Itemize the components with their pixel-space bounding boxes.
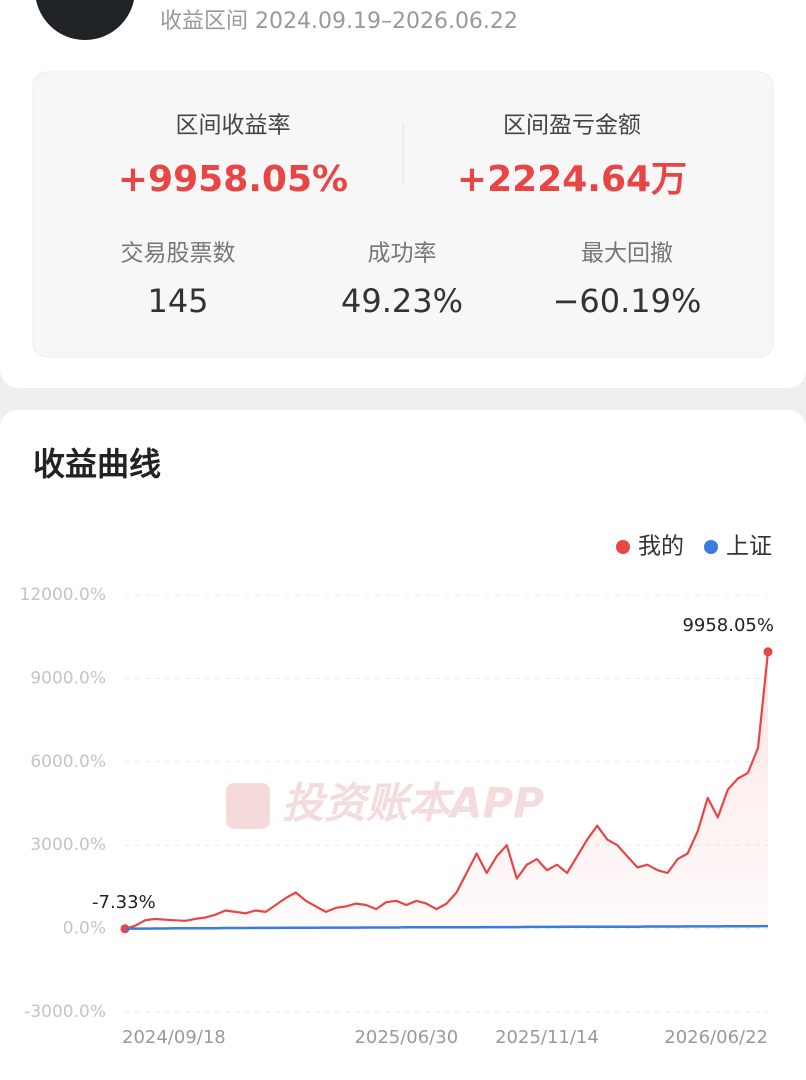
stat-value: −60.19% [553,282,702,320]
stat-value: 145 [147,282,208,320]
y-tick-label: -3000.0% [24,1002,106,1022]
y-tick-label: 12000.0% [20,585,106,605]
stat-label: 区间收益率 [176,113,291,139]
x-tick-label: 2025/06/30 [354,1027,458,1048]
legend-swatch [616,540,630,554]
section-title: 收益曲线 [33,445,161,483]
stat-value: 49.23% [341,282,463,320]
data-label: 9958.05% [682,615,774,636]
data-label: -7.33% [92,892,156,913]
stat-label: 最大回撤 [581,241,673,267]
stat-label: 交易股票数 [121,241,236,267]
watermark: 投资账本APP [282,779,544,828]
y-tick-label: 0.0% [63,919,106,939]
area-fill [125,651,768,929]
y-tick-label: 9000.0% [30,668,106,688]
x-tick-label: 2024/09/18 [122,1027,226,1048]
watermark-icon [226,783,270,829]
legend-label: 我的 [638,534,684,560]
legend-label: 上证 [726,534,772,560]
stat-label: 成功率 [368,241,437,267]
x-tick-label: 2025/11/14 [495,1027,599,1048]
end-point [763,647,773,657]
x-tick-label: 2026/06/22 [664,1027,768,1048]
stats-box [32,71,774,358]
chart-card [0,410,806,1080]
line-series [124,651,770,930]
range-label: 收益区间 2024.09.19–2026.06.22 [160,9,518,34]
y-tick-label: 6000.0% [30,752,106,772]
stat-label: 区间盈亏金额 [503,113,641,139]
line-series [125,924,769,930]
y-tick-label: 3000.0% [30,835,106,855]
stat-value: +9958.05% [118,159,348,200]
avatar [36,0,134,40]
legend-swatch [704,540,718,554]
stat-value: +2224.64万 [457,159,687,200]
